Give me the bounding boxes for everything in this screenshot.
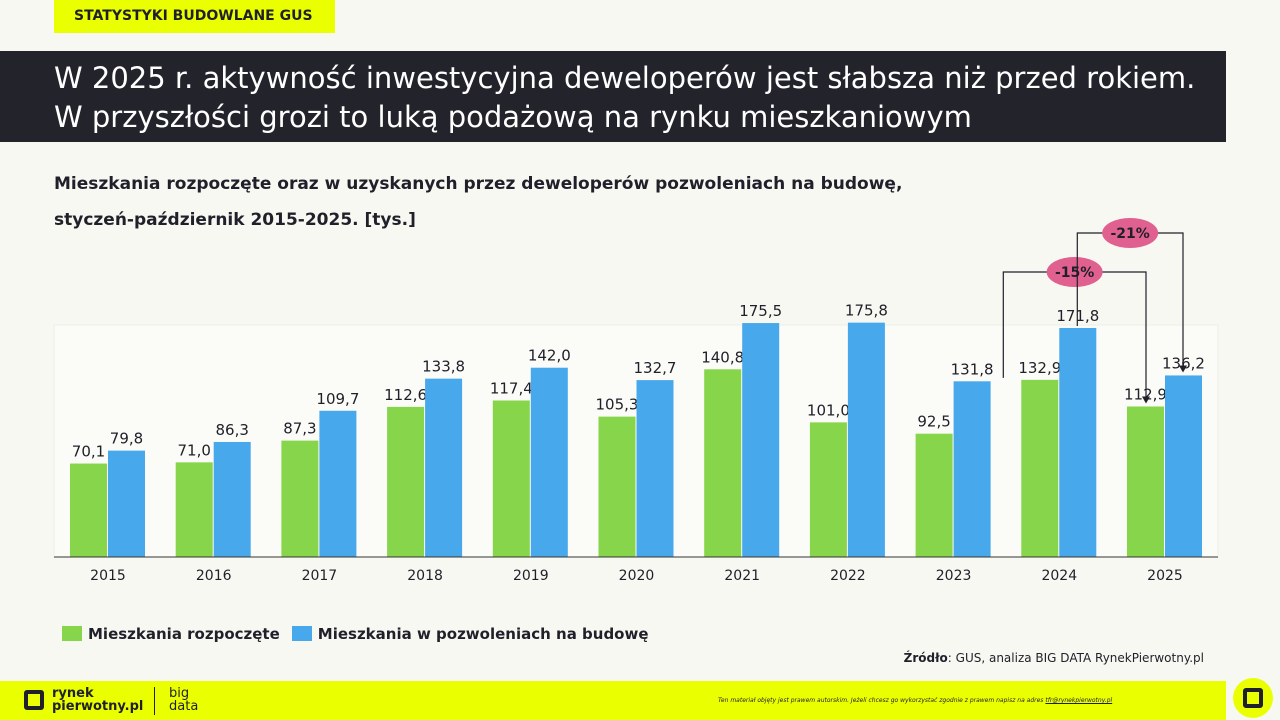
bar-permits-2022 xyxy=(847,322,885,557)
bar-started-2016 xyxy=(175,462,213,557)
chart-subtitle: Mieszkania rozpoczęte oraz w uzyskanych … xyxy=(54,174,903,230)
page-title: W 2025 r. aktywność inwestycyjna dewelop… xyxy=(0,51,1226,142)
bar-started-2018 xyxy=(387,406,425,557)
bar-permits-2018 xyxy=(425,378,463,557)
logo-icon xyxy=(1243,688,1263,708)
data-label: 175,8 xyxy=(845,302,888,320)
bar-permits-2024 xyxy=(1059,327,1097,557)
data-label: 117,4 xyxy=(490,380,533,398)
bar-started-2019 xyxy=(492,400,530,557)
x-tick-label: 2017 xyxy=(302,568,338,584)
data-label: 86,3 xyxy=(215,421,248,439)
bar-permits-2021 xyxy=(742,323,780,557)
data-label: 132,7 xyxy=(634,359,677,377)
data-label: 132,9 xyxy=(1018,359,1061,377)
bar-started-2025 xyxy=(1127,406,1164,557)
x-tick-label: 2018 xyxy=(407,568,443,584)
data-label: 92,5 xyxy=(917,413,950,431)
data-label: 175,5 xyxy=(739,302,782,320)
data-label: 70,1 xyxy=(72,443,105,461)
legend-item-permits: Mieszkania w pozwoleniach na budowę xyxy=(291,625,649,643)
change-label: -15% xyxy=(1055,265,1094,281)
bar-permits-2020 xyxy=(636,380,674,557)
data-label: 105,3 xyxy=(596,396,639,414)
legend: Mieszkania rozpoczęte Mieszkania w pozwo… xyxy=(62,625,649,643)
data-label: 87,3 xyxy=(283,420,316,438)
arrow-icon xyxy=(1142,396,1150,404)
copyright-note: Ten materiał objęty jest prawem autorski… xyxy=(718,697,1113,704)
data-label: 140,8 xyxy=(701,348,744,366)
x-tick-label: 2015 xyxy=(90,568,126,584)
bar-started-2015 xyxy=(70,463,107,557)
bar-started-2020 xyxy=(598,416,636,557)
data-label: 131,8 xyxy=(951,360,994,378)
x-tick-label: 2024 xyxy=(1041,568,1077,584)
bar-permits-2015 xyxy=(108,450,145,557)
source-note: Źródło: GUS, analiza BIG DATA RynekPierw… xyxy=(904,651,1204,665)
change-badge xyxy=(1046,257,1103,287)
x-tick-label: 2016 xyxy=(196,568,232,584)
footer: rynek pierwotny.pl big data Ten materiał o… xyxy=(0,681,1226,720)
corner-logo xyxy=(1233,678,1273,718)
source-text: : GUS, analiza BIG DATA RynekPierwotny.p… xyxy=(947,651,1204,665)
bar-started-2023 xyxy=(915,433,953,557)
data-label: 133,8 xyxy=(422,358,465,376)
x-tick-label: 2020 xyxy=(619,568,655,584)
bar-started-2022 xyxy=(809,422,847,557)
arrow-icon xyxy=(1179,365,1187,373)
legend-label: Mieszkania w pozwoleniach na budowę xyxy=(317,625,649,643)
bar-permits-2017 xyxy=(319,410,357,557)
bigdata-logo: big data xyxy=(154,687,198,715)
bar-permits-2025 xyxy=(1165,375,1202,557)
bar-started-2021 xyxy=(704,369,742,557)
bar-permits-2019 xyxy=(530,367,568,557)
x-tick-label: 2019 xyxy=(513,568,549,584)
data-label: 112,6 xyxy=(384,386,427,404)
x-tick-label: 2023 xyxy=(936,568,972,584)
bar-started-2024 xyxy=(1021,379,1059,557)
category-tag: STATYSTYKI BUDOWLANE GUS xyxy=(54,0,335,33)
bar-permits-2023 xyxy=(953,381,991,557)
data-label: 79,8 xyxy=(110,430,143,448)
email-link[interactable]: tfr@rynekpierwotny.pl xyxy=(1045,697,1113,704)
rynekpierwotny-logo: rynek pierwotny.pl xyxy=(24,687,143,713)
legend-item-started: Mieszkania rozpoczęte xyxy=(62,625,280,643)
legend-label: Mieszkania rozpoczęte xyxy=(88,625,280,643)
bar-permits-2016 xyxy=(213,441,251,557)
data-label: 109,7 xyxy=(316,390,359,408)
bar-started-2017 xyxy=(281,440,319,557)
x-tick-label: 2025 xyxy=(1147,568,1183,584)
source-label: Źródło xyxy=(903,651,948,665)
data-label: 101,0 xyxy=(807,401,850,419)
change-label: -21% xyxy=(1110,226,1149,242)
change-badge xyxy=(1102,218,1159,248)
x-tick-label: 2021 xyxy=(724,568,760,584)
data-label: 71,0 xyxy=(177,441,210,459)
x-tick-label: 2022 xyxy=(830,568,866,584)
data-label: 142,0 xyxy=(528,347,571,365)
logo-icon xyxy=(24,690,44,710)
